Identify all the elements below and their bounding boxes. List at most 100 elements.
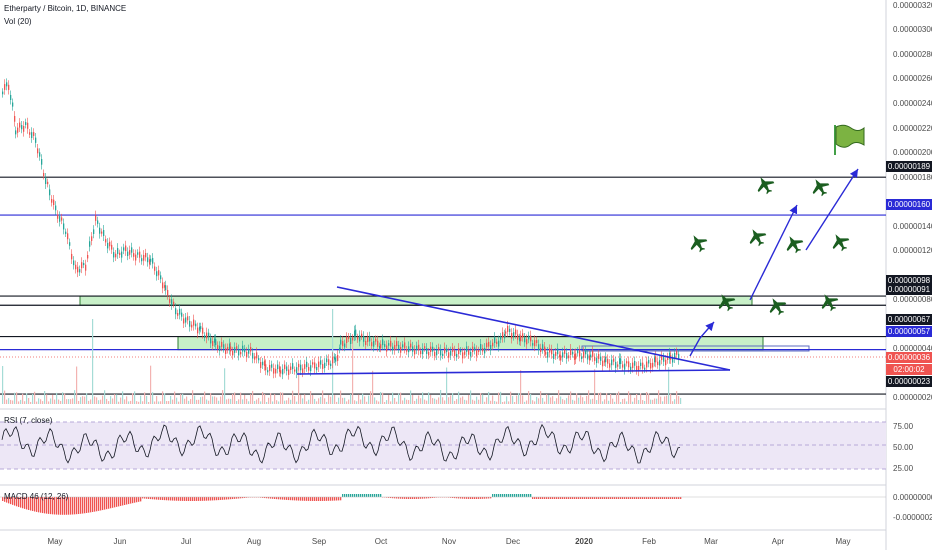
- volume-bar: [46, 394, 48, 404]
- candle-body: [505, 331, 507, 334]
- candle-body: [396, 341, 398, 347]
- candle-body: [210, 338, 212, 344]
- volume-bar: [660, 396, 662, 404]
- macd-bar: [100, 497, 102, 511]
- volume-bar: [616, 393, 618, 404]
- volume-bar: [308, 399, 310, 404]
- volume-bar: [32, 393, 34, 404]
- candle-body: [230, 346, 232, 352]
- candle-body: [587, 354, 589, 360]
- volume-bar: [658, 390, 660, 404]
- macd-bar: [294, 497, 296, 501]
- macd-bar: [514, 494, 516, 497]
- macd-bar: [20, 497, 22, 508]
- candle-body: [426, 348, 428, 354]
- candle-body: [598, 354, 600, 359]
- volume-bar: [470, 390, 472, 404]
- macd-bar: [204, 497, 206, 501]
- volume-bar: [492, 395, 494, 404]
- candle-body: [551, 349, 553, 355]
- volume-bar: [378, 401, 380, 404]
- macd-bar: [120, 497, 122, 506]
- macd-bar: [102, 497, 104, 511]
- volume-bar: [86, 393, 88, 404]
- macd-bar: [622, 497, 624, 499]
- macd-bar: [358, 494, 360, 497]
- macd-bar: [638, 497, 640, 499]
- volume-bar: [108, 401, 110, 404]
- macd-bar: [624, 497, 626, 499]
- candle-body: [240, 351, 242, 355]
- rsi-legend[interactable]: RSI (7, close): [4, 416, 53, 425]
- candle-body: [432, 346, 434, 352]
- volume-bar: [554, 401, 556, 404]
- candle-body: [150, 258, 152, 262]
- candle-body: [195, 323, 197, 327]
- macd-bar: [216, 497, 218, 501]
- candle-body: [545, 351, 547, 355]
- candle-body: [498, 340, 500, 347]
- macd-bar: [314, 497, 316, 501]
- candle-body: [51, 198, 53, 203]
- candle-body: [532, 343, 534, 346]
- candle-body: [279, 366, 281, 372]
- candle-body: [271, 364, 273, 368]
- candle-body: [119, 252, 121, 255]
- candle-body: [450, 350, 452, 356]
- candle-body: [55, 205, 57, 211]
- candle-body: [215, 339, 217, 346]
- volume-bar: [66, 399, 68, 404]
- volume-bar: [104, 390, 106, 404]
- candle-body: [604, 359, 606, 363]
- price-axis-label: 0.00000240: [893, 99, 932, 108]
- macd-bar: [528, 494, 530, 497]
- macd-bar: [334, 497, 336, 501]
- symbol-title[interactable]: Etherparty / Bitcoin, 1D, BINANCE: [4, 4, 127, 13]
- macd-bar: [550, 497, 552, 499]
- macd-bar: [396, 497, 398, 499]
- macd-bar: [28, 497, 30, 510]
- volume-bar: [542, 397, 544, 404]
- candle-body: [600, 356, 602, 361]
- macd-bar: [374, 494, 376, 497]
- airplane-icon: [757, 177, 775, 195]
- candle-body: [354, 330, 356, 337]
- macd-bar: [132, 497, 134, 504]
- volume-legend[interactable]: Vol (20): [4, 17, 32, 26]
- volume-bar: [16, 392, 18, 404]
- macd-legend[interactable]: MACD 46 (12, 26): [4, 492, 69, 501]
- macd-bar: [398, 497, 400, 499]
- candle-body: [507, 325, 509, 332]
- candle-body: [292, 363, 294, 370]
- macd-bar: [562, 497, 564, 499]
- volume-bar: [572, 399, 574, 404]
- volume-bar: [602, 401, 604, 404]
- candle-body: [420, 351, 422, 355]
- volume-bar: [126, 396, 128, 404]
- volume-bar: [210, 392, 212, 404]
- volume-bar: [254, 400, 256, 404]
- macd-bar: [650, 497, 652, 499]
- candle-body: [446, 348, 448, 353]
- candle-body: [472, 346, 474, 353]
- volume-bar: [24, 401, 26, 404]
- volume-bar: [468, 394, 470, 404]
- candle-body: [652, 362, 654, 368]
- candle-body: [646, 361, 648, 368]
- macd-bar: [390, 497, 392, 499]
- macd-bar: [112, 497, 114, 508]
- macd-bar: [386, 497, 388, 498]
- candle-body: [424, 346, 426, 349]
- candle-body: [638, 365, 640, 372]
- candle-body: [67, 233, 69, 240]
- volume-bar: [180, 394, 182, 404]
- macd-bar: [122, 497, 124, 506]
- macd-bar: [378, 494, 380, 497]
- macd-bar: [504, 494, 506, 497]
- macd-bar: [654, 497, 656, 499]
- candle-body: [290, 366, 292, 370]
- candle-body: [133, 253, 135, 257]
- volume-bar: [668, 367, 670, 404]
